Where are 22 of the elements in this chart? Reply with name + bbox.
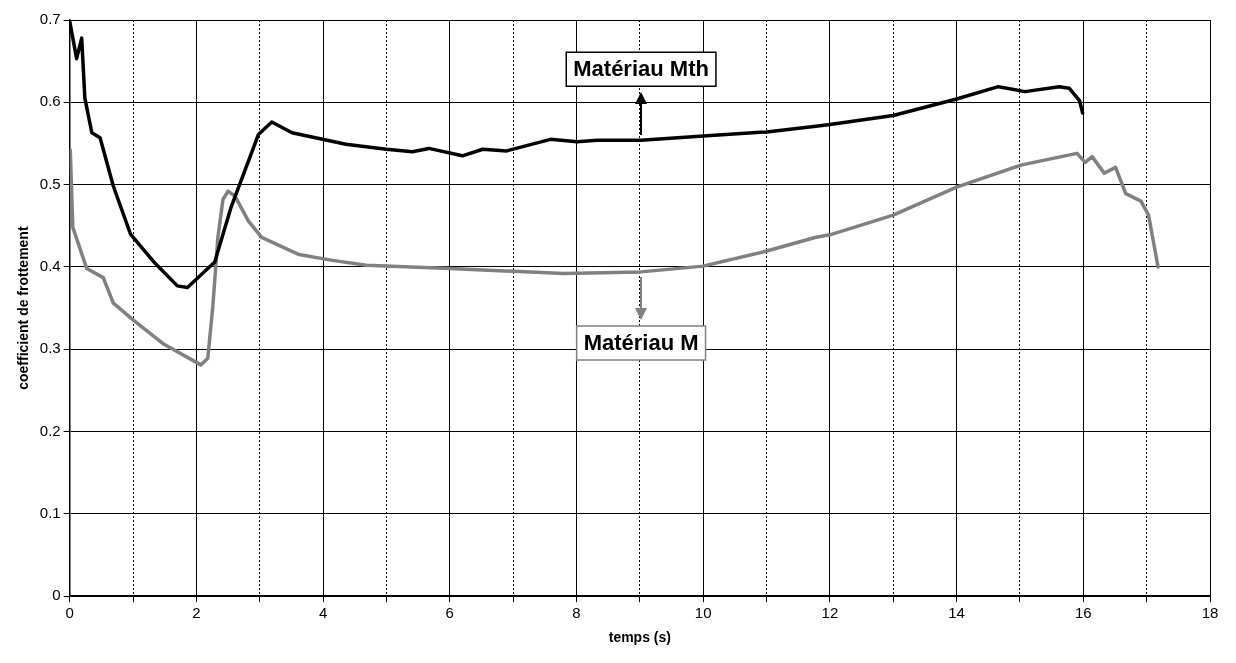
x-tick-label: 0	[65, 604, 74, 622]
legend-label: Matériau M	[583, 329, 699, 355]
x-tick-label: 16	[1074, 604, 1092, 622]
x-tick-label: 2	[192, 604, 201, 622]
x-tick-label: 4	[318, 604, 328, 622]
y-axis-title: coefficient de frottement	[15, 226, 32, 390]
y-tick-label: 0.5	[39, 174, 61, 192]
y-tick-label: 0.1	[39, 504, 61, 522]
y-tick-label: 0.7	[39, 10, 61, 28]
x-tick-label: 14	[948, 604, 965, 622]
y-tick-label: 0.3	[39, 339, 61, 357]
x-tick-label: 18	[1201, 604, 1219, 622]
y-tick-label: 0.4	[39, 257, 61, 275]
y-tick-label: 0.2	[39, 421, 61, 439]
y-tick-label: 0	[52, 586, 61, 604]
x-tick-label: 12	[821, 604, 839, 622]
x-tick-label: 6	[445, 604, 454, 622]
x-tick-label: 10	[694, 604, 712, 622]
x-axis-title: temps (s)	[608, 629, 671, 646]
text: Matériau Mth	[573, 56, 709, 82]
y-tick-label: 0.6	[39, 92, 61, 110]
x-tick-label: 8	[572, 604, 581, 622]
